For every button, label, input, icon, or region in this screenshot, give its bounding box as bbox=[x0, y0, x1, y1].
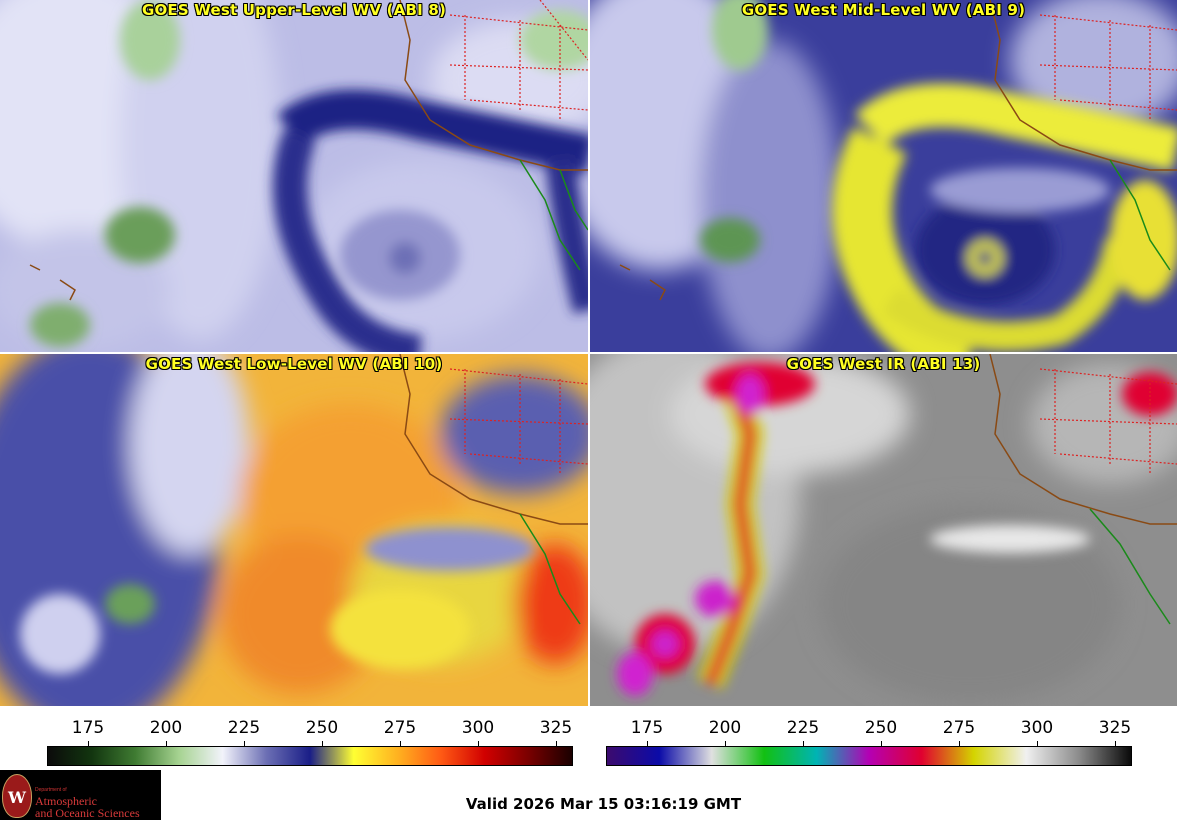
mid-level-wv-image bbox=[590, 0, 1177, 352]
ir-colorbar-gradient bbox=[606, 746, 1132, 766]
colorbar-tick bbox=[725, 741, 726, 747]
colorbar-tick bbox=[881, 741, 882, 747]
upper-level-wv-panel: GOES West Upper-Level WV (ABI 8) bbox=[0, 0, 588, 352]
colorbar-tick-label: 200 bbox=[708, 718, 742, 738]
colorbar-tick-label: 275 bbox=[383, 718, 417, 738]
colorbar-tick bbox=[1037, 741, 1038, 747]
logo-line1: Atmospheric bbox=[35, 794, 97, 808]
colorbar-tick bbox=[88, 741, 89, 747]
colorbar-tick-label: 325 bbox=[539, 718, 573, 738]
ir-image bbox=[590, 354, 1177, 706]
uw-seal-icon: W bbox=[2, 774, 32, 818]
colorbar-tick-label: 225 bbox=[786, 718, 820, 738]
logo-dept-text: Department of bbox=[35, 787, 67, 793]
colorbar-tick-label: 175 bbox=[630, 718, 664, 738]
colorbar-tick-label: 200 bbox=[149, 718, 183, 738]
colorbar-tick-label: 250 bbox=[864, 718, 898, 738]
colorbar-tick bbox=[556, 741, 557, 747]
colorbar-tick-label: 275 bbox=[942, 718, 976, 738]
colorbar-tick-label: 175 bbox=[71, 718, 105, 738]
colorbar-tick bbox=[244, 741, 245, 747]
upper-level-wv-image bbox=[0, 0, 588, 352]
colorbar-tick bbox=[400, 741, 401, 747]
colorbar-tick bbox=[478, 741, 479, 747]
colorbar-tick bbox=[959, 741, 960, 747]
colorbar-tick-label: 300 bbox=[461, 718, 495, 738]
colorbar-tick bbox=[647, 741, 648, 747]
wv-colorbar: 175 200 225 250 275 300 325 bbox=[47, 706, 573, 766]
colorbar-tick-label: 250 bbox=[305, 718, 339, 738]
low-level-wv-image bbox=[0, 354, 588, 706]
colorbar-tick bbox=[166, 741, 167, 747]
colorbar-tick-label: 325 bbox=[1098, 718, 1132, 738]
logo-line2: and Oceanic Sciences bbox=[35, 806, 140, 820]
low-level-wv-panel: GOES West Low-Level WV (ABI 10) bbox=[0, 354, 588, 706]
aos-logo: W Department of Atmospheric and Oceanic … bbox=[0, 770, 161, 820]
colorbar-tick-label: 225 bbox=[227, 718, 261, 738]
colorbar-tick bbox=[1115, 741, 1116, 747]
ir-colorbar: 175 200 225 250 275 300 325 bbox=[606, 706, 1132, 766]
ir-panel: GOES West IR (ABI 13) bbox=[590, 354, 1177, 706]
colorbar-tick bbox=[322, 741, 323, 747]
valid-time: Valid 2026 Mar 15 03:16:19 GMT bbox=[465, 795, 742, 813]
wv-colorbar-gradient bbox=[47, 746, 573, 766]
colorbar-tick-label: 300 bbox=[1020, 718, 1054, 738]
mid-level-wv-panel: GOES West Mid-Level WV (ABI 9) bbox=[590, 0, 1177, 352]
colorbar-tick bbox=[803, 741, 804, 747]
